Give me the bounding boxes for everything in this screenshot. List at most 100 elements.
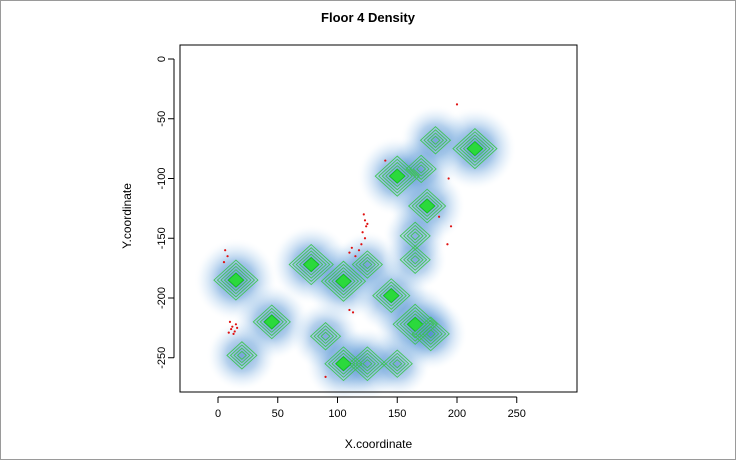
- contour-line: [385, 165, 410, 188]
- y-tick-label: -250: [156, 347, 168, 369]
- sample-point-1: [226, 255, 229, 258]
- contour-line: [313, 325, 338, 348]
- y-tick-label: 0: [156, 56, 168, 62]
- sample-point-7: [234, 323, 238, 326]
- contour-line: [412, 161, 430, 177]
- contour-peak: [466, 141, 484, 157]
- contour-line: [320, 260, 367, 302]
- contour-line: [220, 265, 252, 295]
- contour-line: [309, 322, 342, 351]
- contour-line: [252, 304, 291, 340]
- contour-line: [292, 247, 331, 282]
- chart-title: Floor 4 Density: [321, 10, 415, 25]
- contour-line: [299, 253, 324, 276]
- contour-line: [213, 259, 259, 301]
- sample-point-28: [446, 243, 449, 246]
- contour-group-4: [320, 260, 367, 302]
- contour-group-7: [309, 322, 342, 351]
- sample-point-10: [227, 331, 230, 334]
- contour-line: [415, 194, 440, 217]
- contour-line: [405, 154, 437, 184]
- contour-group-5: [372, 278, 411, 314]
- contour-line: [396, 306, 435, 342]
- contour-line: [419, 126, 452, 155]
- contour-line: [358, 355, 376, 372]
- contour-line: [288, 243, 334, 286]
- contour-line: [399, 310, 431, 339]
- contour-line: [259, 310, 284, 333]
- contour-line: [425, 329, 436, 339]
- contour-group-14: [407, 188, 447, 224]
- contour-line: [411, 191, 443, 221]
- sample-point-25: [455, 103, 459, 106]
- sample-point-19: [354, 255, 357, 258]
- contour-line: [406, 251, 424, 268]
- contour-group-2: [226, 341, 258, 370]
- contour-line: [430, 135, 441, 145]
- contour-line: [358, 256, 376, 273]
- sample-point-23: [351, 311, 355, 314]
- contour-line: [327, 267, 360, 296]
- plot-area-border: [179, 44, 578, 393]
- contour-peak: [388, 168, 406, 184]
- contour-group-1: [252, 304, 291, 340]
- contour-group-0: [213, 259, 259, 301]
- contour-line: [236, 350, 247, 360]
- sample-point-18: [357, 249, 361, 252]
- contour-line: [378, 158, 417, 194]
- contour-line: [411, 316, 450, 352]
- sample-point-3: [228, 320, 232, 323]
- contour-line: [452, 128, 498, 170]
- contour-layer: [213, 126, 498, 382]
- contour-line: [399, 245, 431, 274]
- sample-point-14: [361, 231, 364, 234]
- contour-line: [385, 352, 410, 375]
- contour-line: [426, 132, 445, 149]
- sample-point-2: [222, 261, 226, 264]
- x-tick-label: 50: [272, 408, 284, 420]
- contour-line: [455, 131, 495, 167]
- sample-point-11: [362, 213, 365, 216]
- contour-line: [316, 328, 335, 345]
- contour-line: [459, 134, 491, 163]
- contour-peak: [382, 288, 400, 304]
- contour-line: [375, 281, 407, 310]
- contour-group-17: [399, 245, 431, 274]
- sample-point-30: [384, 159, 387, 162]
- x-tick-label: 100: [328, 408, 346, 420]
- contour-line: [409, 157, 434, 180]
- contour-line: [233, 347, 251, 364]
- contour-line: [355, 253, 380, 276]
- contour-line: [410, 231, 421, 241]
- contour-line: [407, 188, 447, 224]
- contour-peak: [227, 272, 245, 288]
- contour-line: [229, 344, 255, 367]
- sample-point-21: [348, 251, 351, 254]
- contour-line: [320, 331, 331, 341]
- contour-line: [381, 349, 413, 378]
- contour-line: [422, 326, 440, 342]
- contour-line: [324, 263, 363, 299]
- sample-point-29: [437, 215, 441, 218]
- contour-line: [418, 322, 443, 345]
- sample-point-15: [366, 222, 369, 226]
- contour-line: [372, 278, 411, 314]
- contour-line: [331, 270, 356, 293]
- sample-point-12: [363, 219, 367, 222]
- contour-group-18: [452, 128, 498, 170]
- contour-group-13: [374, 155, 420, 197]
- contour-group-15: [405, 154, 437, 184]
- contour-peak: [335, 273, 352, 289]
- sample-point-4: [231, 325, 234, 328]
- contour-line: [351, 250, 384, 279]
- contour-group-12: [411, 316, 450, 352]
- sample-point-27: [449, 225, 453, 228]
- contour-line: [403, 248, 428, 271]
- y-tick-label: -50: [156, 111, 168, 127]
- x-tick-label: 0: [215, 408, 221, 420]
- contour-line: [223, 269, 249, 292]
- contour-line: [324, 346, 363, 382]
- contour-group-9: [348, 346, 387, 382]
- contour-line: [216, 262, 256, 298]
